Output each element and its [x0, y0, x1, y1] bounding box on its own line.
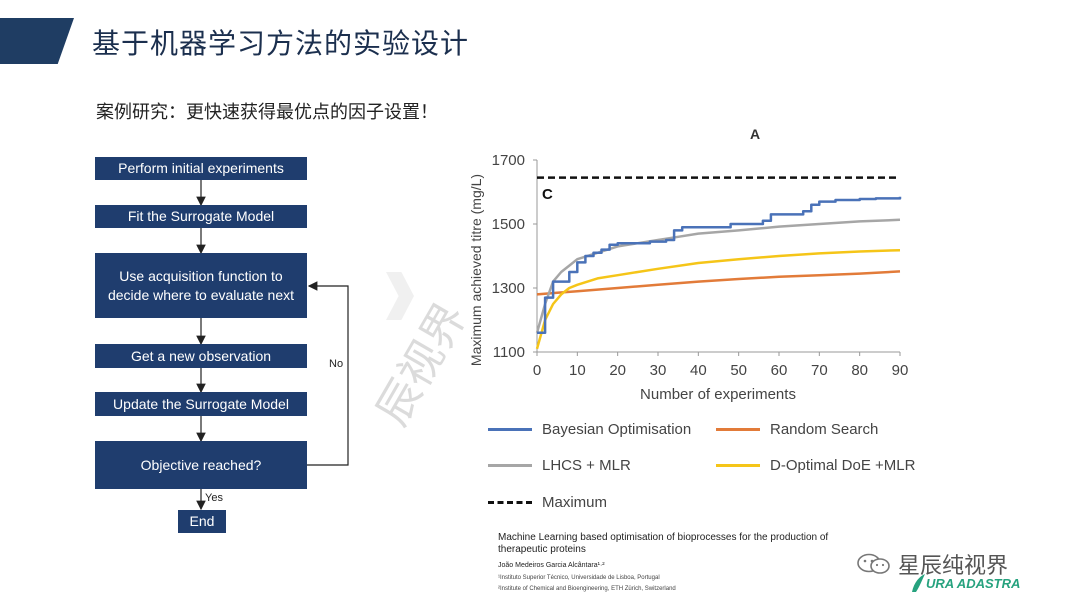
x-tick-label-0: 0 — [533, 362, 541, 379]
y-tick-label-1100: 1100 — [493, 344, 525, 361]
y-tick-label-1500: 1500 — [492, 216, 525, 233]
flow-step-acquisition: Use acquisition function to decide where… — [95, 253, 307, 318]
reference-affiliation-1: ¹Instituto Superior Técnico, Universidad… — [498, 575, 660, 581]
x-axis-label: Number of experiments — [640, 386, 796, 403]
x-tick-label-70: 70 — [811, 362, 828, 379]
x-tick-label-90: 90 — [892, 362, 909, 379]
legend-item-random: Random Search — [716, 419, 878, 439]
chart-panel-tag: C — [542, 186, 553, 203]
wechat-icon — [857, 553, 890, 574]
brand-logo-text: URA ADASTRA — [926, 576, 1021, 591]
reference-affiliation-2: ²Institute of Chemical and Bioengineerin… — [498, 586, 676, 592]
flow-step-objective-reached: Objective reached? — [95, 441, 307, 489]
x-tick-label-80: 80 — [851, 362, 868, 379]
legend-swatch-random — [716, 427, 760, 431]
flow-loop-arrow — [307, 281, 349, 466]
series-line-d-optimal-doe-mlr — [535, 248, 901, 350]
wechat-account: 星辰纯视界 — [856, 548, 1008, 580]
legend-label-lhcs: LHCS + MLR — [542, 456, 631, 474]
legend-label-bayesian: Bayesian Optimisation — [542, 420, 692, 438]
flow-step-update-surrogate: Update the Surrogate Model — [95, 392, 307, 416]
flow-label-yes: Yes — [205, 492, 223, 504]
flow-label-no: No — [329, 358, 344, 370]
series-line-random-search — [536, 270, 901, 296]
series-line-bayesian-optimisation — [537, 196, 902, 335]
flow-step-end: End — [178, 510, 226, 533]
legend-item-maximum: Maximum — [488, 492, 607, 512]
reference-title: Machine Learning based optimisation of b… — [498, 532, 829, 555]
y-axis-label: Maximum achieved titre (mg/L) — [468, 173, 484, 367]
legend-swatch-bayesian — [488, 427, 532, 431]
flow-step-fit-surrogate: Fit the Surrogate Model — [95, 205, 307, 228]
legend-swatch-doptimal — [716, 463, 760, 467]
x-tick-label-40: 40 — [690, 362, 707, 379]
legend-item-lhcs: LHCS + MLR — [488, 455, 631, 475]
brand-leaf-icon — [912, 574, 925, 592]
flow-step-initial-experiments: Perform initial experiments — [95, 157, 307, 180]
x-tick-label-50: 50 — [730, 362, 747, 379]
legend-label-random: Random Search — [770, 420, 879, 438]
page-title: 基于机器学习方法的实验设计 — [92, 27, 470, 60]
legend-item-bayesian: Bayesian Optimisation — [488, 419, 691, 439]
chart-panel-letter: A — [750, 126, 761, 142]
x-tick-label-60: 60 — [771, 362, 788, 379]
y-tick-label-1300: 1300 — [492, 280, 525, 297]
series-line-lhcs-mlr — [535, 218, 901, 334]
wechat-account-name: 星辰纯视界 — [898, 554, 1009, 579]
x-tick-label-20: 20 — [609, 362, 626, 379]
reference-author: João Medeiros Garcia Alcântara¹·² — [498, 562, 605, 569]
page-subtitle: 案例研究：更快速获得最优点的因子设置！ — [96, 102, 438, 123]
legend-swatch-maximum — [488, 500, 532, 504]
legend-swatch-lhcs — [488, 463, 532, 467]
y-tick-label-1700: 1700 — [492, 152, 525, 169]
legend-label-maximum: Maximum — [542, 493, 608, 511]
legend-item-doptimal: D-Optimal DoE +MLR — [716, 455, 915, 475]
flow-step-new-observation: Get a new observation — [95, 344, 307, 368]
x-tick-label-30: 30 — [650, 362, 667, 379]
x-tick-label-10: 10 — [569, 362, 586, 379]
legend-label-doptimal: D-Optimal DoE +MLR — [770, 456, 916, 474]
